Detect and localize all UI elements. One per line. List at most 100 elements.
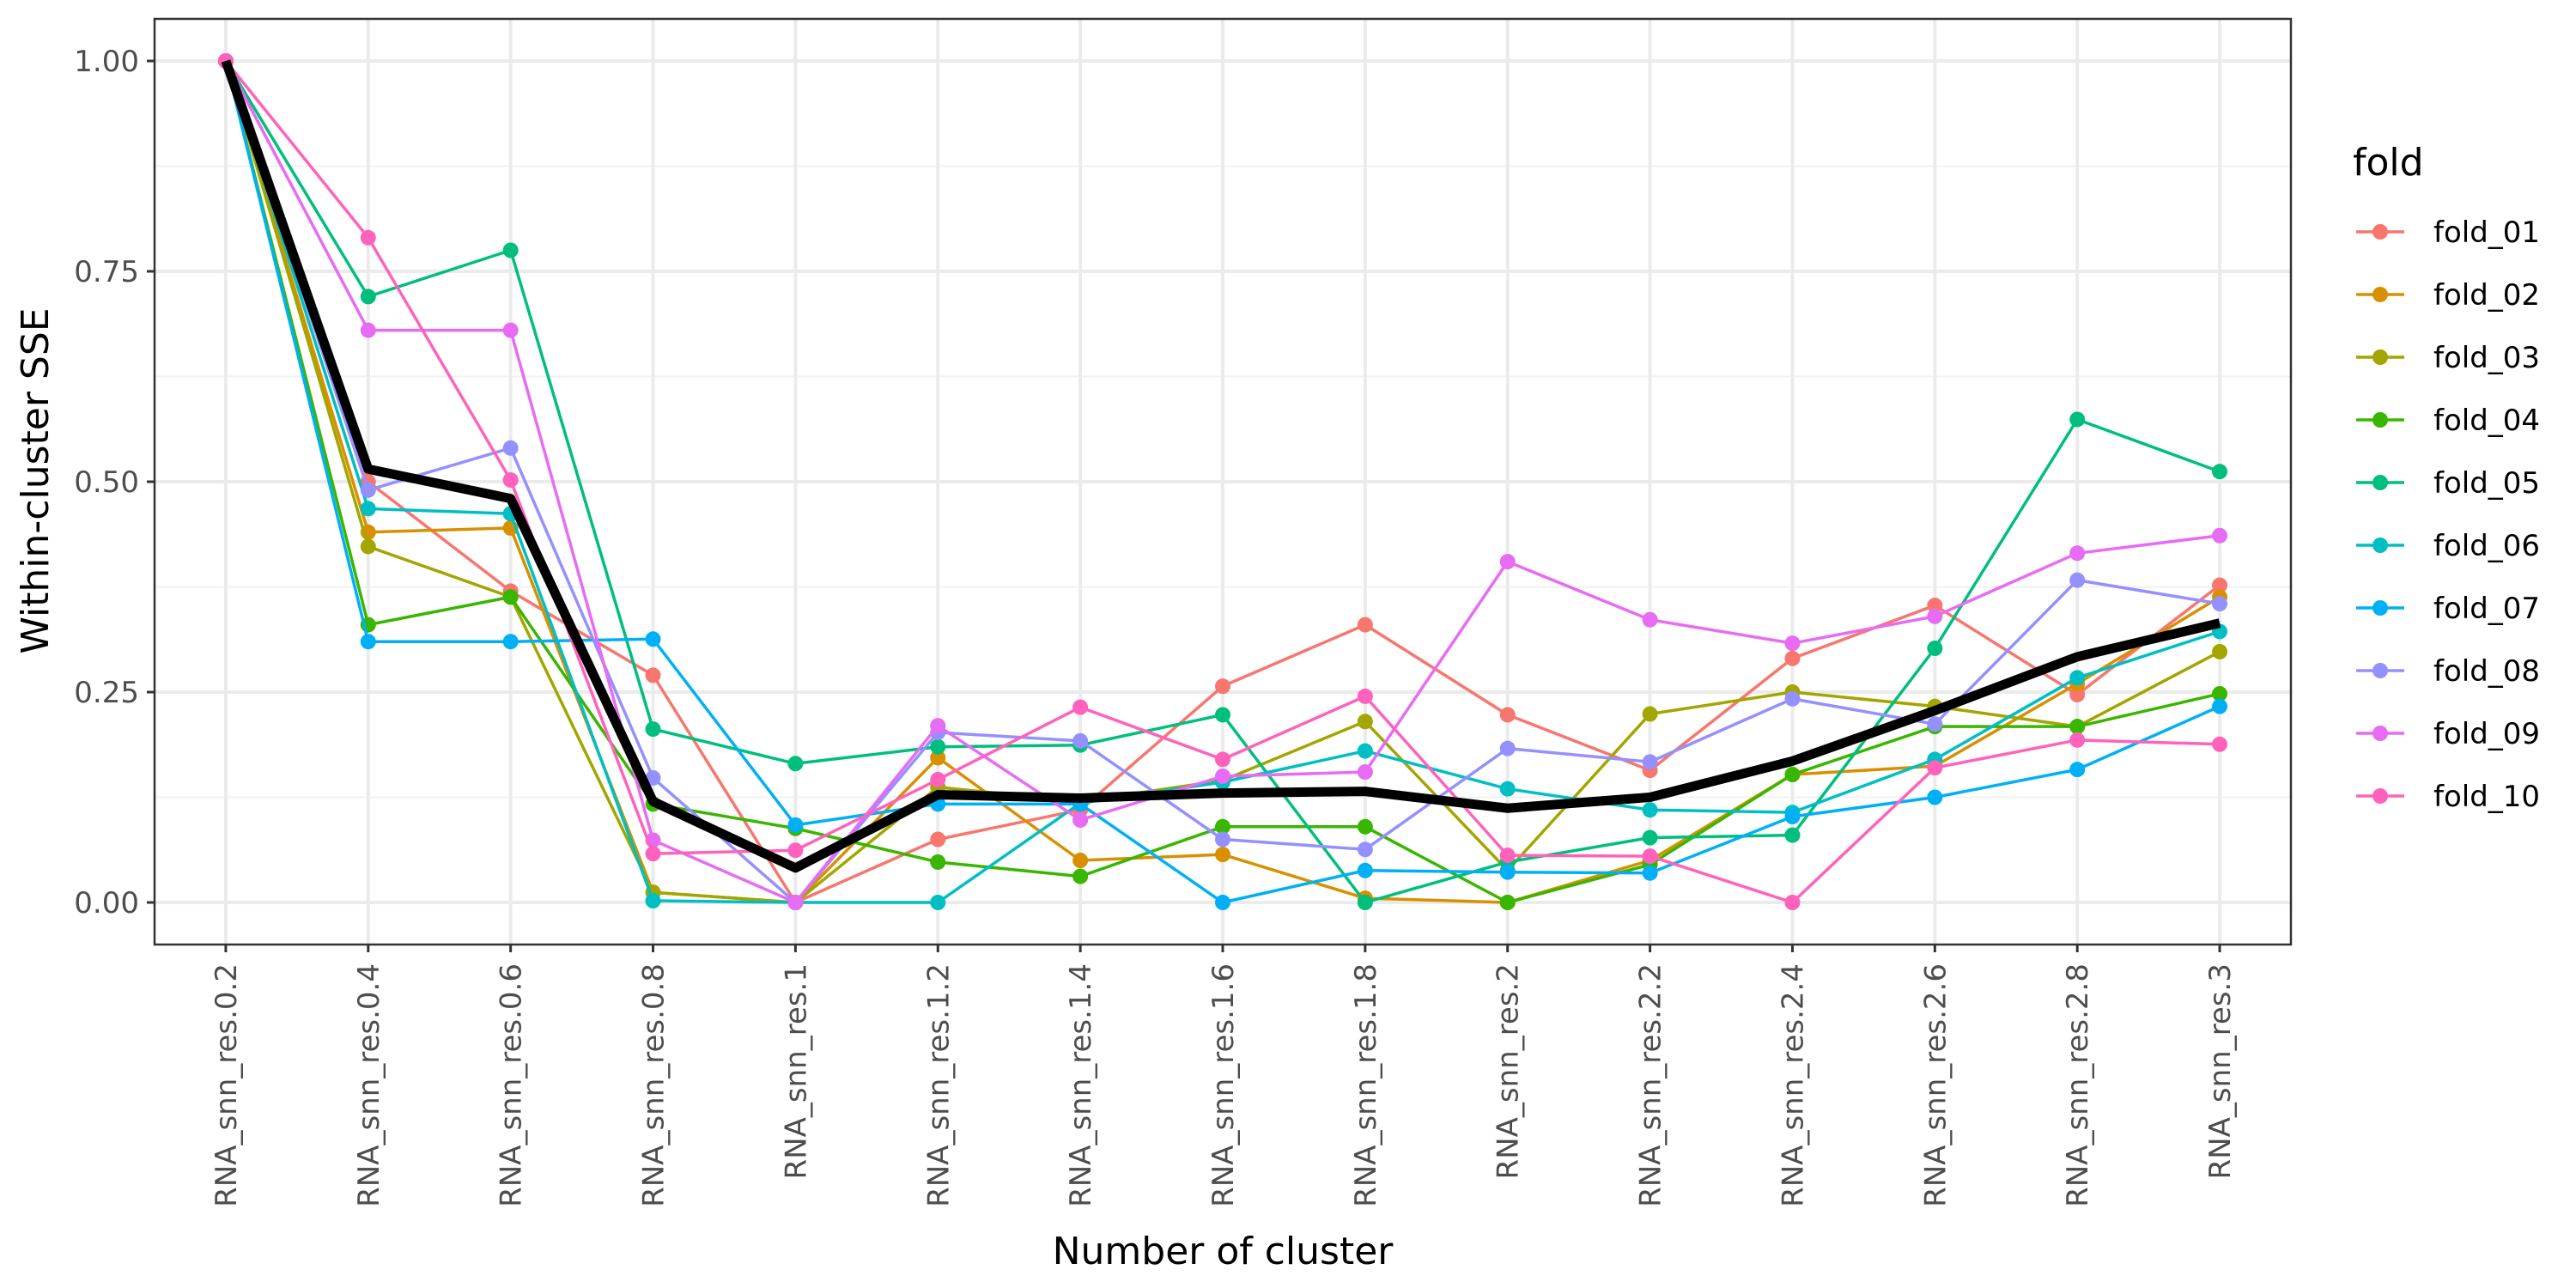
- data-point: [1499, 781, 1516, 797]
- x-tick-label: RNA_snn_res.2: [1492, 963, 1526, 1179]
- data-point: [2069, 545, 2086, 562]
- series-fold_01: [217, 53, 2228, 910]
- x-tick-label: RNA_snn_res.0.4: [352, 963, 386, 1207]
- data-point: [2212, 527, 2228, 544]
- data-point: [1927, 641, 1943, 657]
- data-point: [1499, 895, 1516, 910]
- x-tick-label: RNA_snn_res.0.6: [495, 963, 529, 1207]
- x-axis-title: Number of cluster: [1053, 1230, 1394, 1273]
- legend-label: fold_01: [2433, 216, 2540, 250]
- data-point: [1642, 706, 1658, 722]
- legend-label: fold_07: [2433, 592, 2540, 626]
- legend-key-point: [2372, 663, 2388, 678]
- data-point: [1215, 751, 1230, 768]
- legend-item-fold_01: fold_01: [2356, 216, 2540, 250]
- data-point: [1357, 743, 1373, 759]
- data-point: [1642, 829, 1658, 846]
- data-point: [1927, 716, 1943, 732]
- data-point: [1357, 688, 1373, 704]
- data-point: [2069, 572, 2086, 588]
- data-point: [1927, 598, 1943, 614]
- data-point: [2069, 686, 2086, 702]
- data-point: [645, 631, 661, 647]
- legend-item-fold_04: fold_04: [2356, 404, 2540, 438]
- legend-label: fold_06: [2433, 529, 2540, 563]
- data-point: [1357, 862, 1373, 878]
- x-tick-label: RNA_snn_res.0.2: [210, 963, 244, 1207]
- data-point: [1642, 611, 1658, 628]
- legend-label: fold_02: [2433, 278, 2540, 313]
- data-point: [930, 831, 946, 848]
- data-point: [1215, 678, 1230, 695]
- legend-label: fold_10: [2433, 780, 2540, 814]
- x-axis: RNA_snn_res.0.2 RNA_snn_res.0.4 RNA_snn_re…: [210, 945, 2238, 1207]
- legend-item-fold_07: fold_07: [2356, 592, 2540, 626]
- y-tick-label: 0.25: [74, 676, 139, 710]
- legend-label: fold_08: [2433, 654, 2540, 689]
- y-tick-label: 1.00: [74, 45, 139, 79]
- data-point: [645, 667, 661, 683]
- data-point: [2212, 698, 2228, 714]
- x-tick-label: RNA_snn_res.2.6: [1918, 963, 1953, 1207]
- data-point: [1784, 650, 1801, 666]
- legend-item-fold_08: fold_08: [2356, 654, 2540, 689]
- data-point: [502, 634, 519, 650]
- data-point: [1784, 635, 1801, 652]
- data-point: [2069, 732, 2086, 748]
- data-point: [1499, 707, 1516, 723]
- data-point: [502, 242, 519, 258]
- data-point: [930, 718, 946, 734]
- data-point: [2212, 577, 2228, 593]
- y-axis: 0.00 0.25 0.50 0.75 1.00: [74, 45, 155, 920]
- data-point: [2212, 685, 2228, 702]
- data-point: [1072, 853, 1089, 868]
- x-tick-label: RNA_snn_res.1.4: [1064, 963, 1098, 1207]
- data-point: [1642, 865, 1658, 881]
- data-point: [645, 893, 661, 909]
- data-point: [502, 322, 519, 338]
- data-point: [1499, 554, 1516, 570]
- data-point: [1072, 732, 1089, 749]
- legend-label: fold_03: [2433, 341, 2540, 375]
- data-point: [1357, 764, 1373, 781]
- x-tick-label: RNA_snn_res.1.6: [1206, 963, 1241, 1207]
- data-point: [1215, 847, 1230, 863]
- legend-item-fold_09: fold_09: [2356, 717, 2540, 751]
- x-tick-label: RNA_snn_res.2.2: [1634, 963, 1668, 1207]
- data-point: [360, 322, 376, 338]
- data-point: [1784, 690, 1801, 707]
- data-point: [1072, 811, 1089, 828]
- data-point: [1215, 818, 1230, 835]
- data-point: [930, 771, 946, 787]
- data-point: [645, 721, 661, 738]
- legend-item-fold_06: fold_06: [2356, 529, 2540, 563]
- data-point: [787, 817, 804, 833]
- data-point: [1927, 760, 1943, 776]
- legend-key-point: [2372, 788, 2388, 804]
- data-point: [2212, 643, 2228, 659]
- data-point: [1784, 767, 1801, 783]
- series-fold_09: [217, 53, 2228, 910]
- legend-key-point: [2372, 538, 2388, 553]
- data-point: [1927, 789, 1943, 805]
- data-point: [930, 854, 946, 870]
- data-point: [1784, 895, 1801, 910]
- x-tick-label: RNA_snn_res.0.8: [637, 963, 671, 1207]
- data-point: [360, 538, 376, 555]
- legend: fold fold_01 fold_02 fold_03 fold_04 fold_05…: [2353, 141, 2540, 814]
- mean-line: [221, 59, 2221, 873]
- data-point: [787, 842, 804, 859]
- data-point: [1215, 707, 1230, 723]
- legend-item-fold_03: fold_03: [2356, 341, 2540, 375]
- data-point: [1642, 848, 1658, 865]
- y-tick-label: 0.00: [74, 886, 139, 920]
- legend-key-point: [2372, 726, 2388, 741]
- data-point: [2212, 596, 2228, 612]
- legend-key-point: [2372, 475, 2388, 490]
- y-tick-label: 0.75: [74, 255, 139, 289]
- legend-key-point: [2372, 412, 2388, 428]
- y-tick-label: 0.50: [74, 465, 139, 500]
- data-point: [360, 229, 376, 246]
- data-point: [1642, 754, 1658, 770]
